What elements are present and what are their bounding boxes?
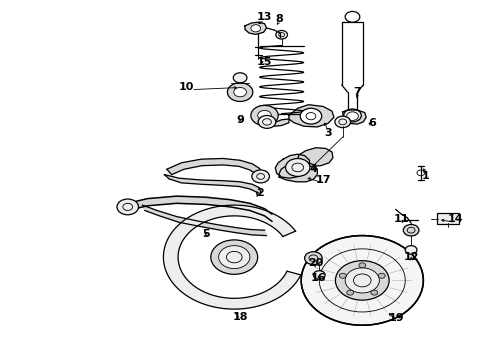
Circle shape bbox=[378, 273, 385, 278]
Circle shape bbox=[343, 109, 361, 122]
Circle shape bbox=[405, 246, 417, 254]
Polygon shape bbox=[163, 205, 301, 309]
Circle shape bbox=[371, 290, 378, 295]
Circle shape bbox=[251, 25, 261, 32]
Circle shape bbox=[234, 87, 246, 97]
Circle shape bbox=[219, 246, 250, 269]
Text: 7: 7 bbox=[353, 87, 361, 97]
Circle shape bbox=[251, 105, 278, 126]
Circle shape bbox=[340, 273, 346, 278]
Text: 14: 14 bbox=[447, 215, 463, 224]
Polygon shape bbox=[274, 119, 289, 126]
Circle shape bbox=[211, 240, 258, 274]
Polygon shape bbox=[343, 110, 366, 124]
Circle shape bbox=[335, 116, 350, 128]
Circle shape bbox=[252, 170, 270, 183]
Polygon shape bbox=[164, 175, 261, 196]
Polygon shape bbox=[279, 162, 318, 182]
Text: 5: 5 bbox=[202, 229, 210, 239]
Text: 6: 6 bbox=[368, 118, 376, 128]
Text: 19: 19 bbox=[389, 313, 404, 323]
Circle shape bbox=[403, 225, 419, 236]
Text: 17: 17 bbox=[316, 175, 331, 185]
Circle shape bbox=[335, 261, 389, 300]
Text: 2: 2 bbox=[256, 188, 264, 198]
Circle shape bbox=[286, 158, 310, 176]
Circle shape bbox=[300, 108, 322, 124]
Text: 4: 4 bbox=[310, 164, 318, 174]
Text: 15: 15 bbox=[257, 57, 272, 67]
Polygon shape bbox=[275, 154, 310, 178]
Circle shape bbox=[301, 235, 423, 325]
Circle shape bbox=[258, 116, 276, 129]
Circle shape bbox=[347, 290, 354, 295]
Circle shape bbox=[345, 268, 379, 293]
Polygon shape bbox=[289, 105, 334, 127]
Circle shape bbox=[346, 112, 358, 121]
Text: 1: 1 bbox=[422, 171, 430, 181]
Polygon shape bbox=[298, 148, 333, 166]
Circle shape bbox=[233, 73, 247, 83]
Circle shape bbox=[359, 263, 366, 268]
Polygon shape bbox=[128, 196, 272, 221]
Text: 3: 3 bbox=[324, 129, 332, 138]
Text: 8: 8 bbox=[275, 14, 283, 24]
Text: 18: 18 bbox=[232, 312, 248, 322]
Circle shape bbox=[345, 12, 360, 22]
Circle shape bbox=[117, 199, 139, 215]
Text: 16: 16 bbox=[311, 273, 326, 283]
Text: 9: 9 bbox=[236, 115, 244, 125]
Text: 12: 12 bbox=[403, 252, 419, 262]
Text: 20: 20 bbox=[308, 258, 323, 268]
Polygon shape bbox=[167, 158, 262, 179]
Polygon shape bbox=[245, 22, 267, 35]
Text: 11: 11 bbox=[393, 215, 409, 224]
Circle shape bbox=[305, 252, 322, 265]
Circle shape bbox=[227, 83, 253, 102]
Text: 13: 13 bbox=[257, 12, 272, 22]
Circle shape bbox=[314, 271, 325, 279]
Text: 10: 10 bbox=[179, 82, 194, 92]
Circle shape bbox=[276, 31, 288, 39]
Polygon shape bbox=[143, 205, 267, 235]
FancyBboxPatch shape bbox=[437, 213, 459, 224]
Circle shape bbox=[258, 111, 271, 121]
